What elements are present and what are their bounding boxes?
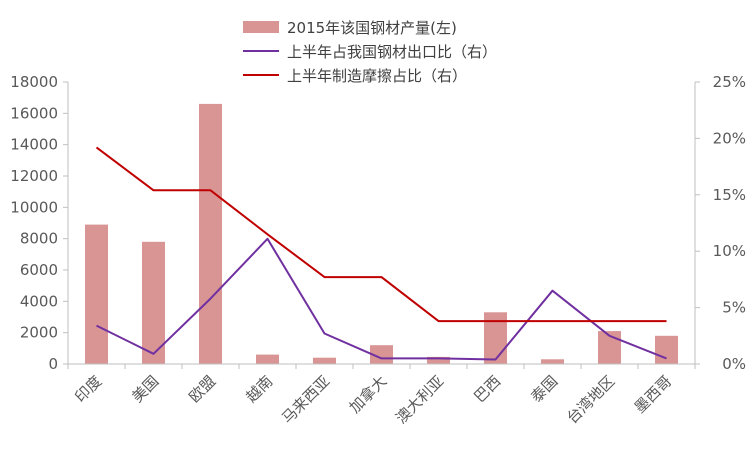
right-axis-ticks: 0% 5% 10% 15% 20% 25% — [713, 73, 746, 373]
left-tick-label: 18000 — [10, 73, 58, 91]
line-series-2 — [95, 146, 667, 323]
category-label: 台湾地区 — [563, 372, 618, 427]
category-label: 马来西亚 — [278, 372, 333, 427]
bar-2 — [142, 241, 165, 364]
bar-3 — [199, 103, 222, 365]
category-label: 印度 — [71, 372, 105, 406]
legend-label: 上半年制造摩擦占比（右） — [287, 67, 467, 85]
right-tick-label: 5% — [722, 299, 746, 317]
right-tick-label: 20% — [713, 129, 746, 147]
line-series-1 — [96, 237, 667, 361]
right-tick-label: 15% — [713, 186, 746, 204]
legend-label: 2015年该国钢材产量(左) — [287, 19, 457, 37]
category-label: 美国 — [128, 372, 162, 406]
category-label: 越南 — [242, 372, 276, 406]
left-tick-label: 10000 — [10, 198, 58, 216]
legend: 2015年该国钢材产量(左) 上半年占我国钢材出口比（右） 上半年制造摩擦占比（右） — [243, 19, 497, 85]
left-tick-label: 2000 — [20, 324, 58, 342]
left-tick-label: 0 — [48, 355, 58, 373]
category-label: 欧盟 — [185, 372, 219, 406]
left-tick-label: 16000 — [10, 104, 58, 122]
bar-5 — [313, 357, 336, 364]
category-labels: 印度 美国 欧盟 越南 马来西亚 加拿大 澳大利亚 巴西 泰国 台湾地区 墨西哥 — [71, 372, 675, 427]
left-tick-label: 12000 — [10, 167, 58, 185]
right-tick-label: 10% — [713, 242, 746, 260]
legend-swatch — [243, 21, 279, 33]
category-label: 加拿大 — [346, 372, 391, 417]
category-label: 巴西 — [470, 372, 504, 406]
left-tick-label: 4000 — [20, 292, 58, 310]
bar-series — [85, 103, 678, 365]
left-axis-ticks: 0 2000 4000 6000 8000 10000 12000 14000 16000 180… — [10, 73, 58, 373]
legend-label: 上半年占我国钢材出口比（右） — [287, 43, 497, 61]
left-tick-label: 8000 — [20, 230, 58, 248]
left-tick-label: 6000 — [20, 261, 58, 279]
right-tick-label: 0% — [722, 355, 746, 373]
bar-7 — [427, 356, 450, 364]
right-tick-label: 25% — [713, 73, 746, 91]
category-label: 墨西哥 — [631, 372, 676, 417]
bar-11 — [655, 335, 678, 364]
bar-8 — [484, 312, 507, 364]
bar-4 — [256, 354, 279, 364]
bar-1 — [85, 224, 108, 364]
left-tick-label: 14000 — [10, 136, 58, 154]
line-series — [95, 146, 667, 361]
axes — [63, 81, 700, 369]
bar-9 — [541, 359, 564, 364]
category-label: 澳大利亚 — [392, 372, 447, 427]
category-label: 泰国 — [527, 372, 561, 406]
bar-10 — [598, 331, 621, 364]
